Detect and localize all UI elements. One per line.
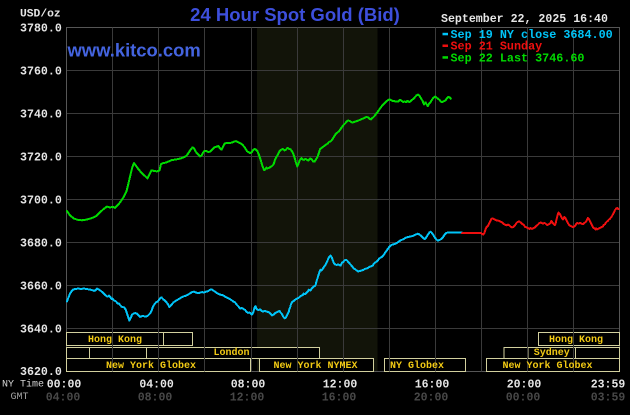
- svg-text:USD/oz: USD/oz: [20, 9, 61, 21]
- svg-text:Sydney: Sydney: [534, 347, 570, 359]
- svg-text:3620.0: 3620.0: [20, 366, 62, 379]
- svg-text:20:00: 20:00: [414, 392, 449, 405]
- svg-text:3700.0: 3700.0: [20, 195, 62, 208]
- svg-text:New York NYMEX: New York NYMEX: [273, 360, 357, 372]
- svg-text:Sep 21 Sunday: Sep 21 Sunday: [451, 40, 543, 54]
- svg-text:3740.0: 3740.0: [20, 109, 62, 122]
- svg-text:20:00: 20:00: [507, 378, 542, 391]
- svg-text:08:00: 08:00: [231, 378, 266, 391]
- svg-text:Hong Kong: Hong Kong: [549, 335, 603, 346]
- svg-text:GMT: GMT: [11, 392, 29, 403]
- svg-text:3780.0: 3780.0: [20, 23, 62, 36]
- svg-text:London: London: [213, 347, 249, 359]
- svg-text:NY Time: NY Time: [2, 379, 44, 391]
- svg-text:23:59: 23:59: [591, 378, 626, 391]
- svg-text:3760.0: 3760.0: [20, 66, 62, 79]
- svg-text:New York Globex: New York Globex: [106, 360, 196, 372]
- svg-text:www.kitco.com: www.kitco.com: [67, 40, 201, 61]
- svg-text:16:00: 16:00: [415, 378, 450, 391]
- svg-text:3680.0: 3680.0: [20, 238, 62, 251]
- svg-text:New York Globex: New York Globex: [502, 360, 592, 372]
- svg-text:08:00: 08:00: [138, 392, 173, 405]
- svg-text:September 22, 2025 16:40: September 22, 2025 16:40: [441, 13, 608, 26]
- svg-text:24 Hour Spot Gold (Bid): 24 Hour Spot Gold (Bid): [190, 4, 400, 25]
- svg-text:3720.0: 3720.0: [20, 152, 62, 165]
- svg-text:3660.0: 3660.0: [20, 281, 62, 294]
- svg-text:Sep 19 NY close 3684.00: Sep 19 NY close 3684.00: [451, 28, 613, 42]
- svg-text:00:00: 00:00: [506, 392, 541, 405]
- svg-text:NY Globex: NY Globex: [390, 360, 444, 372]
- svg-text:03:59: 03:59: [591, 392, 626, 405]
- svg-text:04:00: 04:00: [46, 392, 81, 405]
- svg-text:00:00: 00:00: [47, 378, 82, 391]
- svg-text:Hong Kong: Hong Kong: [88, 335, 142, 346]
- svg-text:12:00: 12:00: [323, 378, 358, 391]
- svg-text:04:00: 04:00: [139, 378, 174, 391]
- svg-text:16:00: 16:00: [322, 392, 357, 405]
- svg-text:3640.0: 3640.0: [20, 324, 62, 337]
- svg-text:Sep 22 Last 3746.60: Sep 22 Last 3746.60: [451, 51, 585, 65]
- svg-text:12:00: 12:00: [230, 392, 265, 405]
